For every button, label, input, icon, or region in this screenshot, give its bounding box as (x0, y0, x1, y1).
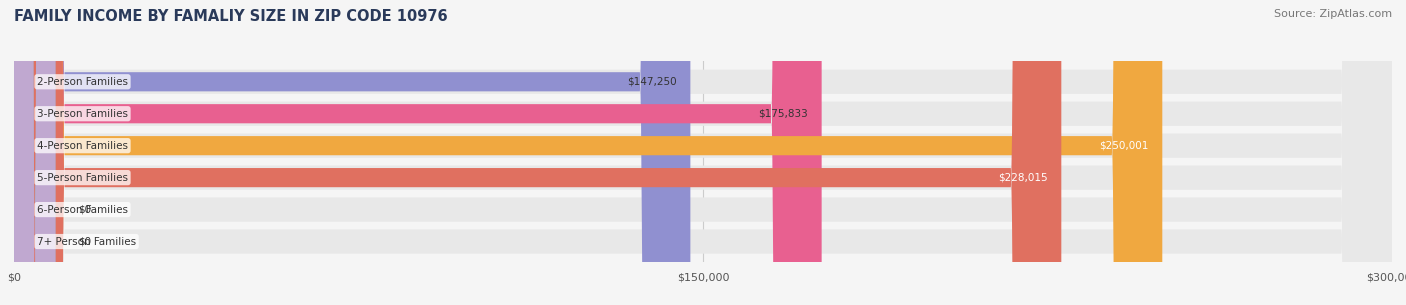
FancyBboxPatch shape (14, 0, 690, 305)
Text: 5-Person Families: 5-Person Families (37, 173, 128, 183)
Text: $0: $0 (79, 237, 91, 246)
FancyBboxPatch shape (14, 0, 1392, 305)
FancyBboxPatch shape (14, 0, 1392, 305)
FancyBboxPatch shape (14, 0, 1163, 305)
Text: 2-Person Families: 2-Person Families (37, 77, 128, 87)
Text: Source: ZipAtlas.com: Source: ZipAtlas.com (1274, 9, 1392, 19)
Text: $228,015: $228,015 (998, 173, 1047, 183)
FancyBboxPatch shape (14, 0, 821, 305)
FancyBboxPatch shape (14, 0, 1392, 305)
Text: 6-Person Families: 6-Person Families (37, 205, 128, 215)
FancyBboxPatch shape (14, 0, 55, 305)
FancyBboxPatch shape (14, 0, 55, 305)
FancyBboxPatch shape (14, 0, 1392, 305)
Text: $250,001: $250,001 (1099, 141, 1149, 151)
Text: FAMILY INCOME BY FAMALIY SIZE IN ZIP CODE 10976: FAMILY INCOME BY FAMALIY SIZE IN ZIP COD… (14, 9, 447, 24)
Text: 4-Person Families: 4-Person Families (37, 141, 128, 151)
FancyBboxPatch shape (14, 0, 1062, 305)
Text: $0: $0 (79, 205, 91, 215)
FancyBboxPatch shape (14, 0, 1392, 305)
Text: $147,250: $147,250 (627, 77, 676, 87)
Text: 3-Person Families: 3-Person Families (37, 109, 128, 119)
Text: $175,833: $175,833 (758, 109, 808, 119)
FancyBboxPatch shape (14, 0, 1392, 305)
Text: 7+ Person Families: 7+ Person Families (37, 237, 136, 246)
